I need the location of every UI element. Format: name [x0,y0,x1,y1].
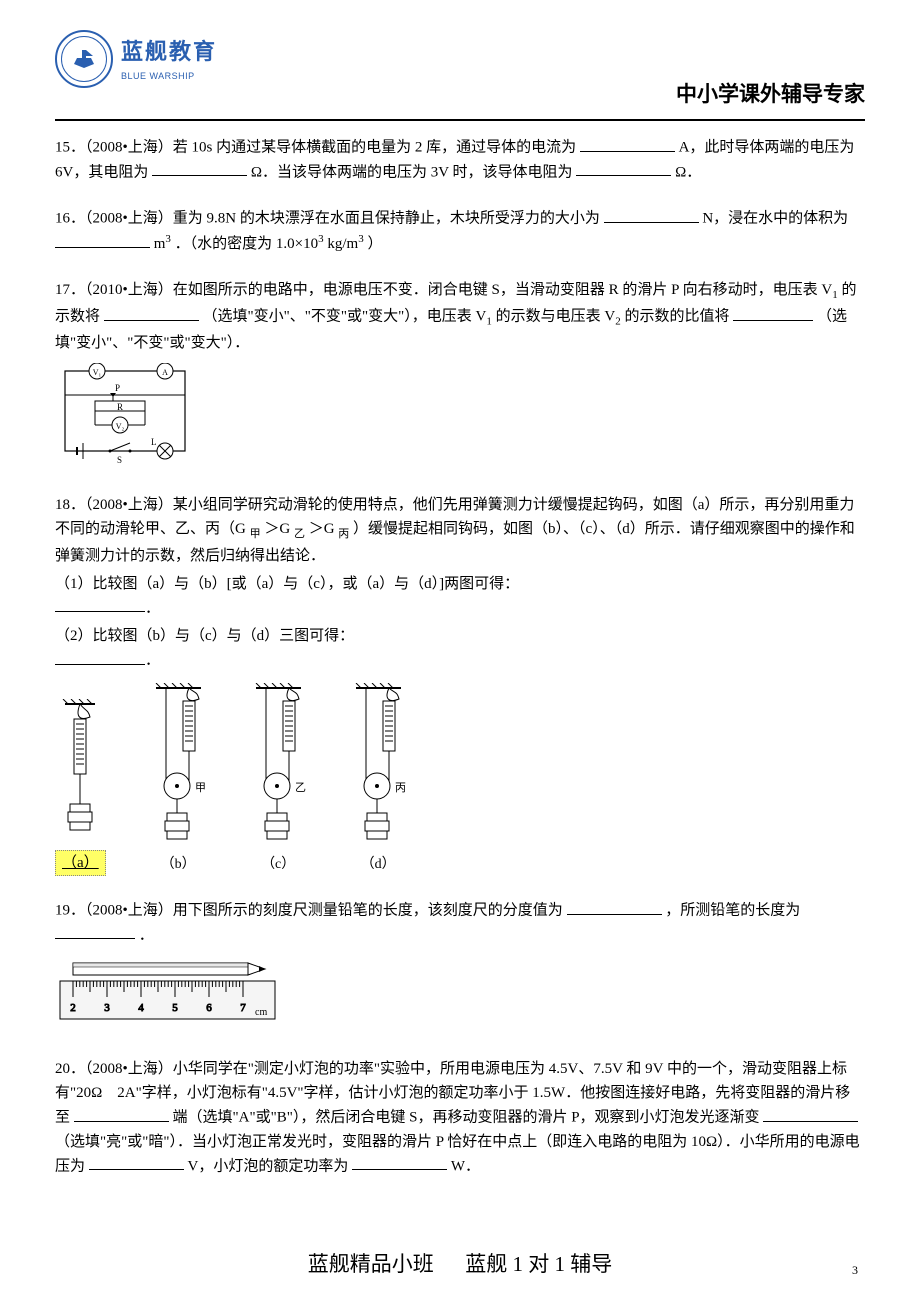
svg-text:S: S [117,455,122,463]
q20-text-b: 端（选填"A"或"B"），然后闭合电键 S，再移动变阻器的滑片 P，观察到小灯泡… [173,1110,760,1126]
label-a: （a） [55,850,106,876]
q18-line1: （1）比较图（a）与（b）[或（a）与（c），或（a）与（d）]两图可得： [55,572,865,596]
q16-text-a: 16．（2008•上海）重为 9.8N 的木块漂浮在水面且保持静止，木块所受浮力… [55,211,600,227]
pulley-c: 乙 （c） [251,683,306,876]
svg-text:6: 6 [206,1002,212,1014]
pulley-d: 丙 （d） [351,683,406,876]
q18-gt2: ＞G [309,521,339,537]
blank [104,304,199,321]
q20-text-d: V，小灯泡的额定功率为 [188,1158,349,1174]
circuit-svg: V₁ A R P V₂ S L [55,363,205,463]
sub-yi: 乙 [294,528,305,540]
svg-text:V₂: V₂ [116,422,125,431]
blank [55,923,135,940]
q16-text-e: kg/m [327,236,358,252]
subscript-1: 1 [486,316,492,328]
blank [733,304,813,321]
sub-bing: 丙 [338,528,349,540]
page-header: 蓝舰教育 BLUE WARSHIP 中小学课外辅导专家 [55,30,865,115]
question-17: 17．（2010•上海）在如图所示的电路中，电源电压不变．闭合电键 S，当滑动变… [55,278,865,472]
svg-text:L: L [151,437,157,447]
blank [604,206,699,223]
superscript-3: 3 [358,233,364,245]
question-15: 15．（2008•上海）若 10s 内通过某导体横截面的电量为 2 库，通过导体… [55,135,865,184]
svg-text:5: 5 [172,1002,178,1014]
footer-left: 蓝舰精品小班 [308,1252,434,1276]
header-divider [55,119,865,121]
question-20: 20．（2008•上海）小华同学在"测定小灯泡的功率"实验中，所用电源电压为 4… [55,1057,865,1178]
blank [580,135,675,152]
brand-text: 蓝舰教育 BLUE WARSHIP [121,34,217,84]
blank [55,231,150,248]
q19-text-c: ． [139,927,154,943]
q15-text-a: 15．（2008•上海）若 10s 内通过某导体横截面的电量为 2 库，通过导体… [55,140,576,156]
blank [576,160,671,177]
blank [89,1154,184,1171]
svg-text:3: 3 [104,1002,110,1014]
svg-text:甲: 甲 [195,782,206,794]
pulley-figures: （a） 甲 （b） [55,683,865,876]
svg-text:R: R [117,402,123,412]
question-18: 18．（2008•上海）某小组同学研究动滑轮的使用特点，他们先用弹簧测力计缓慢提… [55,493,865,876]
subscript-2: 2 [615,316,621,328]
brand-cn: 蓝舰教育 [121,34,217,69]
blank [352,1154,447,1171]
q18-gt1: ＞G [264,521,294,537]
svg-text:P: P [115,383,120,393]
q16-text-c: m [154,236,166,252]
q16-text-f: ） [367,236,382,252]
blank [74,1105,169,1122]
question-16: 16．（2008•上海）重为 9.8N 的木块漂浮在水面且保持静止，木块所受浮力… [55,206,865,256]
q16-text-b: N，浸在水中的体积为 [702,211,848,227]
svg-text:7: 7 [240,1002,246,1014]
svg-text:丙: 丙 [395,782,406,794]
q15-text-c: Ω．当该导体两端的电压为 3V 时，该导体电阻为 [251,164,573,180]
pulley-a: （a） [55,699,106,876]
ship-icon [69,44,99,74]
q18-line2: （2）比较图（b）与（c）与（d）三图可得： [55,624,865,648]
svg-text:A: A [162,368,168,377]
blank [763,1105,858,1122]
brand-en: BLUE WARSHIP [121,69,217,83]
svg-text:cm: cm [255,1007,267,1018]
header-title: 中小学课外辅导专家 [676,78,865,112]
q19-text-a: 19．（2008•上海）用下图所示的刻度尺测量铅笔的长度，该刻度尺的分度值为 [55,903,563,919]
label-c: （c） [261,854,295,876]
svg-text:乙: 乙 [295,781,306,794]
blank [55,596,145,613]
label-d: （d） [361,854,396,876]
svg-text:V₁: V₁ [93,368,102,377]
circuit-diagram: V₁ A R P V₂ S L [55,363,865,471]
sub-jia: 甲 [250,528,261,540]
q17-text-d: 的示数与电压表 V [496,309,616,325]
question-19: 19．（2008•上海）用下图所示的刻度尺测量铅笔的长度，该刻度尺的分度值为 ，… [55,898,865,1035]
q17-text-a: 17．（2010•上海）在如图所示的电路中，电源电压不变．闭合电键 S，当滑动变… [55,282,832,298]
q15-text-d: Ω． [675,164,701,180]
svg-text:4: 4 [138,1002,144,1014]
blank [567,898,662,915]
page-footer: 蓝舰精品小班 蓝舰 1 对 1 辅导 [0,1248,920,1282]
blank [55,648,145,665]
subscript-1: 1 [832,289,838,301]
q20-text-e: W． [451,1158,480,1174]
q19-text-b: ，所测铅笔的长度为 [665,903,800,919]
page-number: 3 [852,1261,858,1280]
label-b: （b） [161,854,196,876]
superscript-3: 3 [318,233,324,245]
footer-right: 蓝舰 1 对 1 辅导 [465,1252,612,1276]
ruler-figure: 2 3 4 5 6 7 cm [55,957,865,1035]
blank [152,160,247,177]
superscript-3: 3 [165,233,171,245]
q17-text-e: 的示数的比值将 [624,309,729,325]
logo-icon [55,30,113,88]
svg-text:2: 2 [70,1002,76,1014]
pulley-b: 甲 （b） [151,683,206,876]
q17-text-c: （选填"变小"、"不变"或"变大"），电压表 V [203,309,487,325]
q16-text-d: ．（水的密度为 1.0×10 [175,236,318,252]
